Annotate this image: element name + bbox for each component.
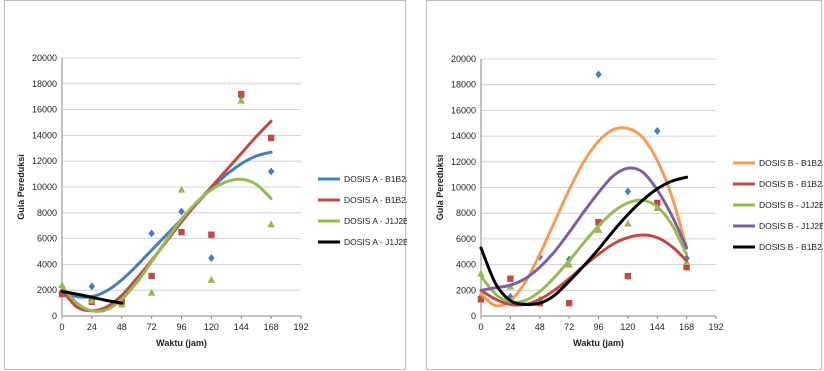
- chart-b-series0-point: [654, 126, 661, 135]
- chart-b-ytick-label: 12000: [451, 157, 476, 167]
- chart-a-ytick-label: 0: [52, 311, 57, 321]
- chart-b-series1-point: [565, 299, 573, 307]
- chart-panel-a: 0 2000 4000 6000 8000 10000 12000 14000 16000 180…: [4, 0, 407, 370]
- chart-a-legend-label: DOSIS A - B1B2J1: [344, 174, 407, 184]
- chart-b-series1-point: [624, 272, 632, 280]
- chart-a-series0-point: [88, 282, 96, 291]
- chart-a-ytick-label: 6000: [37, 234, 57, 244]
- chart-a-series1-point: [58, 290, 66, 298]
- chart-b-ytick-label: 0: [471, 311, 476, 321]
- chart-a-series3-trendline: [60, 290, 124, 305]
- chart-b-series1-point: [683, 263, 690, 271]
- chart-b-xtick-label: 168: [679, 322, 694, 332]
- chart-b-series1-point: [477, 296, 485, 303]
- chart-b-legend-label: DOSIS B - J1J2B1: [759, 200, 823, 210]
- chart-a-xtick-label: 144: [234, 322, 249, 332]
- chart-b-xtick-label: 144: [650, 322, 665, 332]
- chart-b-svg: 0 2000 4000 6000 8000 10000 12000 14000 16000 180…: [435, 54, 823, 348]
- chart-b-series1-point: [507, 275, 514, 282]
- chart-b-series0-point: [507, 292, 514, 301]
- chart-a-ytick-label: 8000: [37, 208, 57, 218]
- chart-b-series2-point: [477, 269, 485, 277]
- chart-b-x-axis-label: Waktu (jam): [573, 338, 624, 348]
- chart-b-legend-label: DOSIS B - B1B2J1J2: [759, 242, 823, 252]
- chart-a-series1-point: [148, 272, 155, 280]
- chart-a-xtick-label: 168: [264, 322, 279, 332]
- chart-b-ytick-label: 6000: [456, 234, 476, 244]
- chart-a-series0-point: [267, 167, 275, 176]
- chart-b-xtick-label: 120: [620, 322, 635, 332]
- chart-b-series2-point: [624, 219, 632, 227]
- chart-b-xtick-label: 48: [535, 322, 545, 332]
- chart-a-series2-point: [267, 220, 275, 228]
- chart-a-xtick-label: 48: [117, 322, 127, 332]
- chart-a-y-axis-label: Gula Pereduksi: [16, 154, 26, 220]
- chart-b-ytick-label: 20000: [451, 54, 476, 64]
- chart-b-series0-point: [595, 70, 602, 79]
- chart-a-series0-point: [178, 207, 185, 216]
- chart-a-series1-point: [178, 228, 185, 236]
- chart-a-ytick-label: 10000: [32, 182, 57, 192]
- chart-b-series1-point: [595, 218, 602, 226]
- chart-a-ytick-label: 16000: [32, 105, 57, 115]
- chart-a-legend-label: DOSIS A - B1B2J2: [344, 195, 407, 205]
- chart-a-xtick-label: 96: [176, 322, 186, 332]
- chart-b-ytick-label: 18000: [451, 80, 476, 90]
- chart-a-series1-point: [267, 134, 275, 142]
- chart-b-ytick-label: 14000: [451, 131, 476, 141]
- chart-a-xtick-label: 120: [204, 322, 219, 332]
- chart-a-ytick-label: 18000: [32, 79, 57, 89]
- chart-b-xtick-label: 72: [564, 322, 574, 332]
- chart-a-series2-point: [237, 96, 246, 104]
- chart-a-series2-point: [88, 296, 96, 304]
- chart-b-series2-point: [565, 260, 573, 268]
- chart-a-series1-point: [238, 90, 245, 98]
- chart-b-xtick-label: 0: [478, 322, 483, 332]
- chart-panel-b: 0 2000 4000 6000 8000 10000 12000 14000 16000 180…: [426, 0, 823, 370]
- chart-b-legend-label: DOSIS B - B1B2J1: [759, 158, 823, 168]
- chart-a-series2-trendline: [60, 177, 273, 313]
- chart-a-series0-trendline: [60, 150, 273, 299]
- chart-a-series2-point: [147, 288, 156, 296]
- chart-b-legend-label: DOSIS B - J1J2B2: [759, 221, 823, 231]
- chart-a-ytick-label: 20000: [32, 53, 57, 63]
- chart-a-legend-label: DOSIS A - J1J2B1: [344, 216, 407, 226]
- chart-b-series3-trendline: [479, 166, 689, 292]
- chart-b-ytick-label: 4000: [456, 260, 476, 270]
- chart-a-ytick-label: 12000: [32, 156, 57, 166]
- chart-a-ytick-label: 2000: [37, 285, 57, 295]
- chart-a-legend-label: DOSIS A - J1J2B2: [344, 237, 407, 247]
- chart-b-series0-trendline: [479, 126, 689, 308]
- chart-b-series0-point: [624, 187, 632, 196]
- chart-b-legend-label: DOSIS B - B1B2J2: [759, 179, 823, 189]
- chart-b-ytick-label: 16000: [451, 105, 476, 115]
- chart-b-xtick-label: 24: [505, 322, 515, 332]
- chart-a-series2-point: [177, 185, 186, 193]
- chart-b-series2-point: [594, 225, 603, 233]
- chart-a-series2-point: [207, 275, 216, 283]
- chart-b-xtick-label: 96: [593, 322, 603, 332]
- chart-a-x-axis-label: Waktu (jam): [156, 338, 207, 348]
- chart-b-ytick-label: 2000: [456, 285, 476, 295]
- chart-a-xtick-label: 0: [59, 322, 64, 332]
- chart-a-series1-trendline: [60, 119, 273, 313]
- chart-b-series1-point: [654, 199, 661, 207]
- chart-a-series0-point: [208, 253, 215, 262]
- chart-a-xtick-label: 72: [147, 322, 157, 332]
- chart-a-ytick-label: 14000: [32, 130, 57, 140]
- chart-a-ytick-label: 4000: [37, 259, 57, 269]
- chart-a-svg: 0 2000 4000 6000 8000 10000 12000 14000 16000 180…: [16, 53, 407, 348]
- chart-a-xtick-label: 24: [87, 322, 97, 332]
- chart-b-xtick-label: 192: [708, 322, 723, 332]
- chart-b-series4-trendline: [479, 175, 689, 307]
- chart-a-series0-point: [148, 229, 155, 238]
- chart-b-y-axis-label: Gula Pereduksi: [435, 155, 445, 221]
- chart-a-series1-point: [208, 231, 215, 238]
- chart-b-ytick-label: 10000: [451, 183, 476, 193]
- chart-b-ytick-label: 8000: [456, 208, 476, 218]
- chart-a-xtick-label: 192: [293, 322, 308, 332]
